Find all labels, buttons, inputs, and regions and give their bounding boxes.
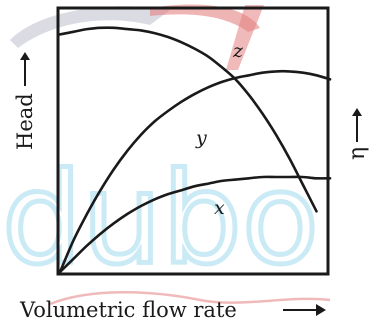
series-line-z bbox=[58, 26, 318, 213]
y-axis-arrow-head bbox=[20, 52, 30, 60]
watermark-blue-letters: dubo bbox=[2, 145, 319, 292]
curve-label-x: x bbox=[214, 197, 225, 219]
watermark: dubo bbox=[0, 4, 331, 306]
y-axis-label-text: Head bbox=[13, 93, 37, 150]
series-line-x bbox=[58, 175, 332, 274]
curve-label-z: z bbox=[232, 40, 244, 62]
watermark-gray-swoosh bbox=[10, 6, 170, 48]
curve-label-y: y bbox=[195, 127, 207, 149]
x-axis-arrow bbox=[283, 304, 326, 316]
y-axis-label: Head bbox=[13, 52, 37, 150]
watermark-red-script bbox=[49, 290, 331, 306]
watermark-red-swoosh bbox=[150, 4, 260, 32]
x-axis-arrow-head bbox=[316, 304, 326, 316]
series-line-y bbox=[58, 69, 332, 274]
plot-frame bbox=[56, 6, 330, 276]
y2-axis-label-text: η bbox=[345, 147, 370, 160]
y2-axis-label: η bbox=[345, 108, 370, 160]
x-axis-label-text: Volumetric flow rate bbox=[19, 298, 237, 322]
curves-layer bbox=[58, 26, 332, 274]
y2-axis-arrow-head bbox=[352, 108, 362, 116]
watermark-red-streak bbox=[226, 5, 264, 70]
